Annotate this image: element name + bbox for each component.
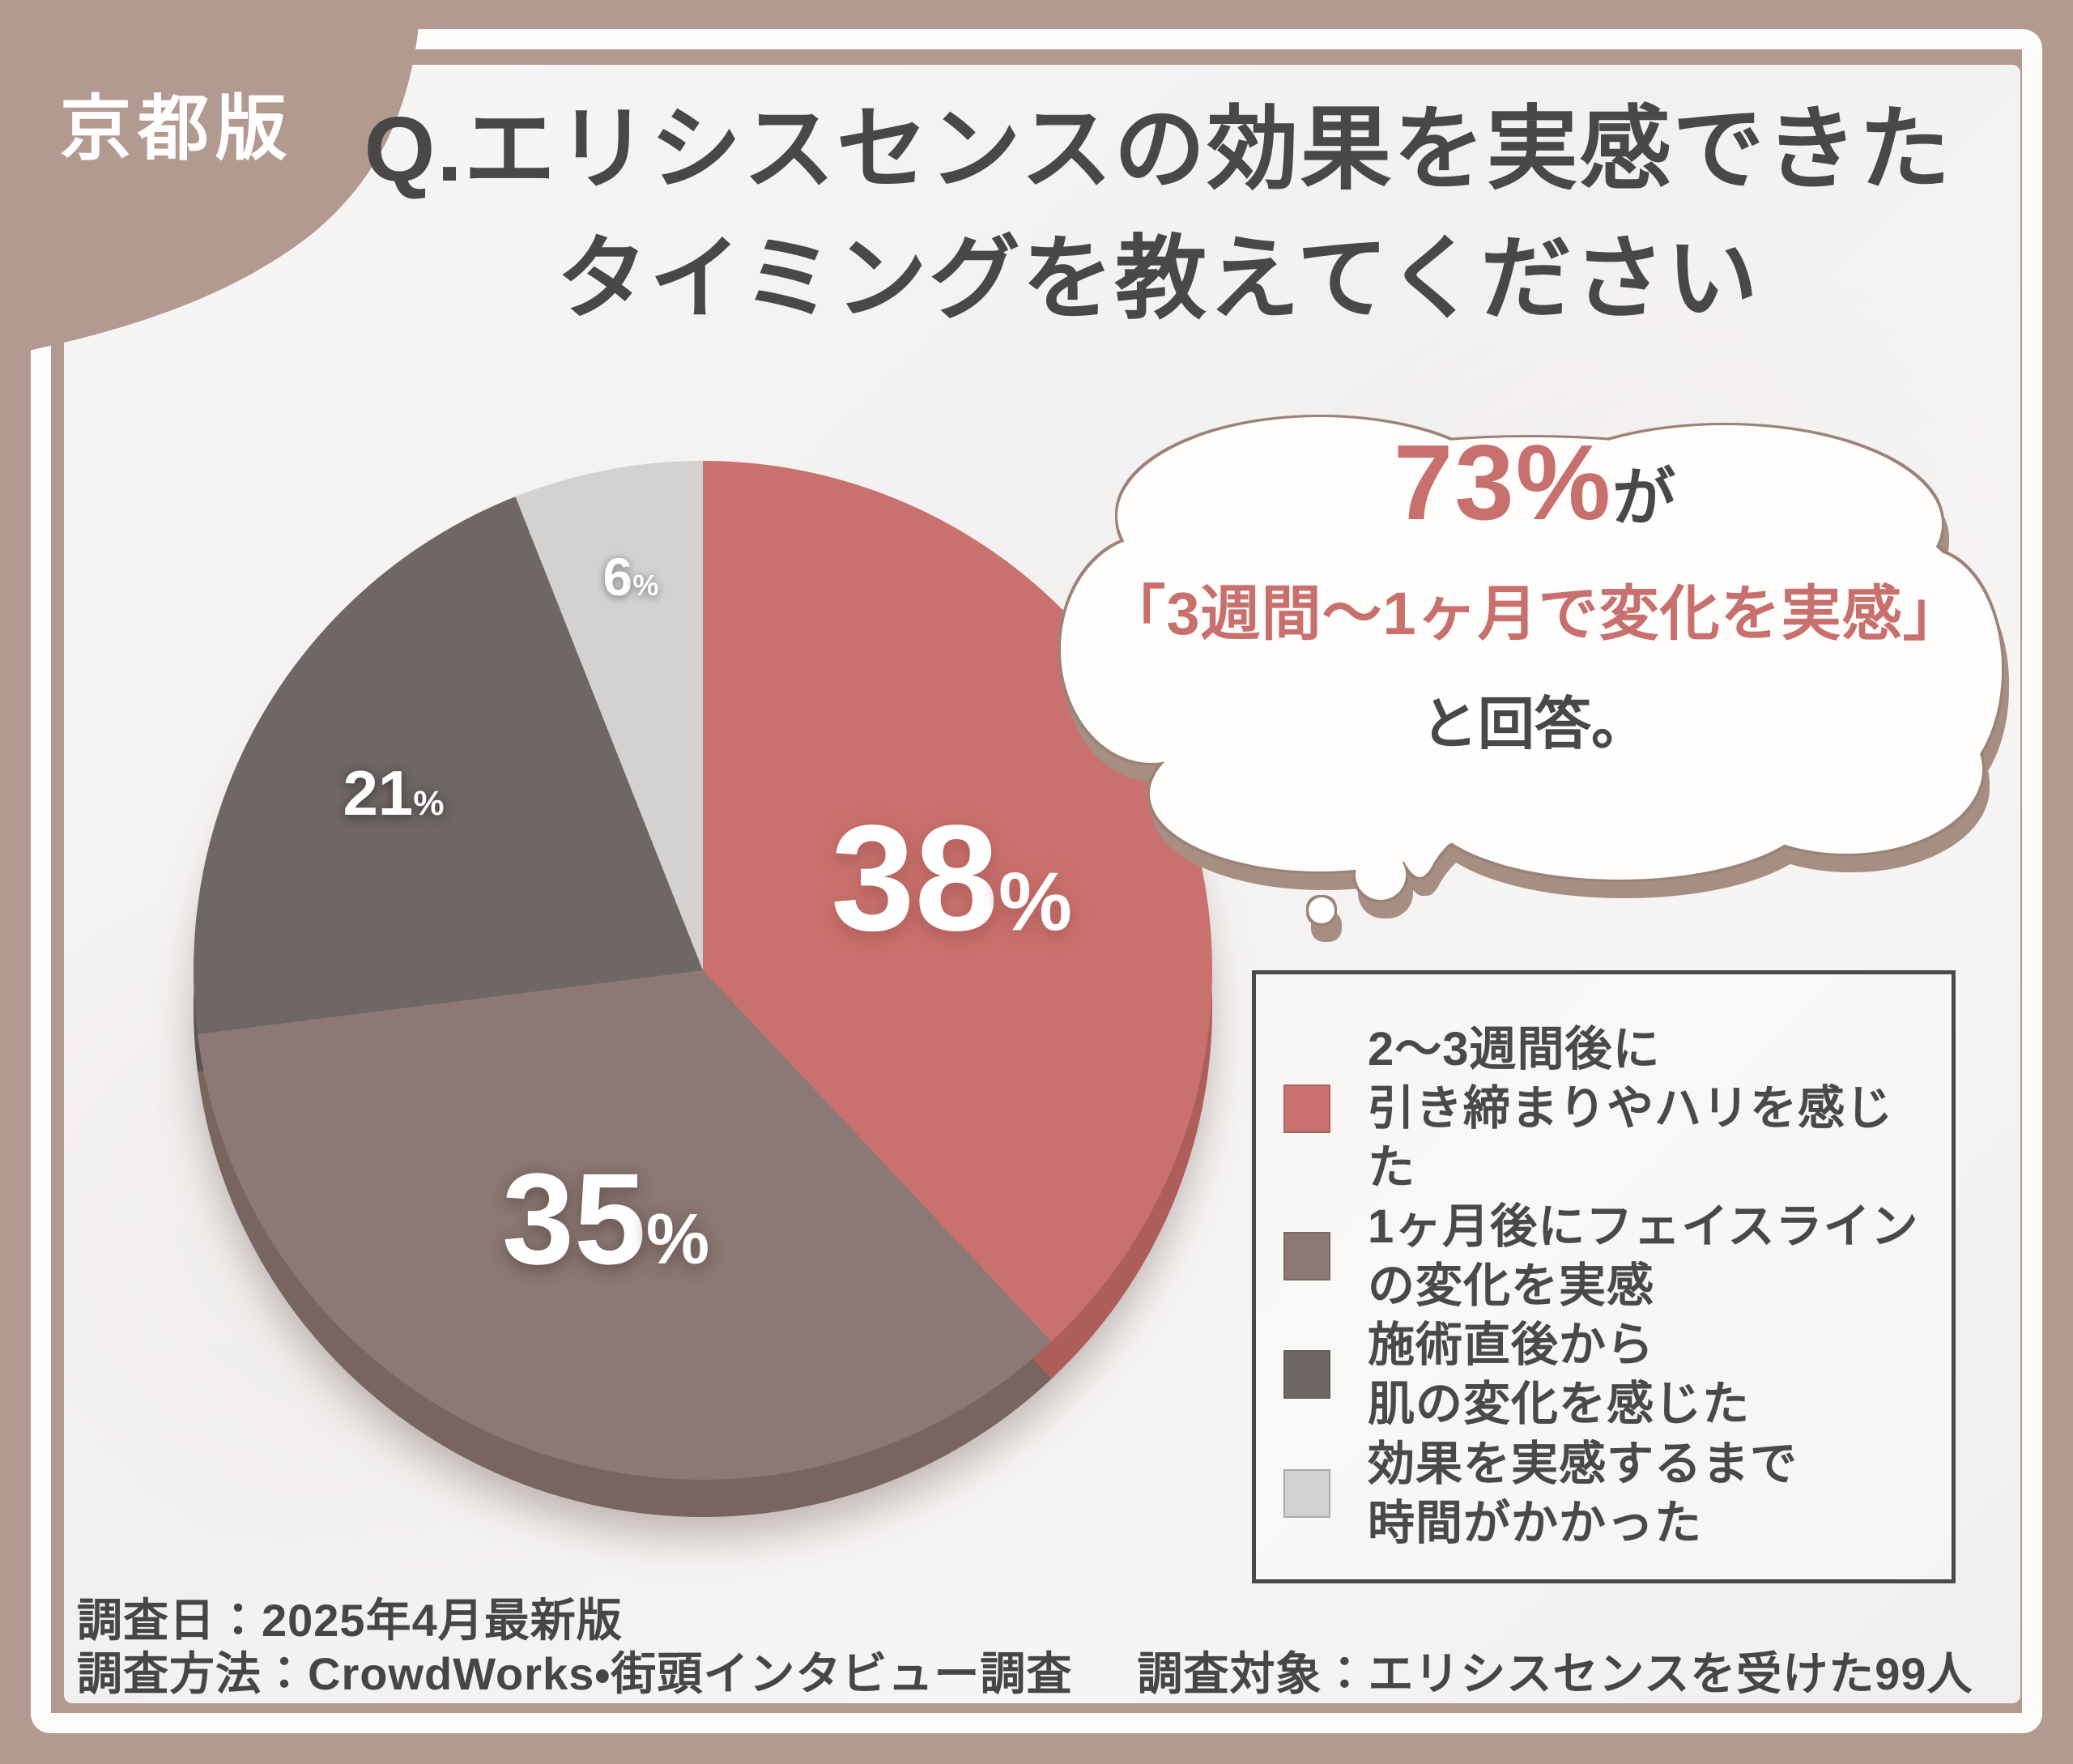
legend-swatch-red [1283, 1084, 1330, 1133]
pie-label-6: 6% [602, 547, 659, 607]
page-title: Q.エリシスセンスの効果を実感できた タイミングを教えてください [300, 84, 2016, 344]
legend-item-4: 効果を実感するまで 時間がかかった [1283, 1434, 1927, 1553]
legend-item-1: 2〜3週間後に 引き締まりやハリを感じた [1283, 1020, 1927, 1197]
legend-label-3: 施術直後から 肌の変化を感じた [1368, 1319, 1751, 1431]
bubble-line1: 73%が [1061, 421, 2008, 543]
legend-item-2: 1ヶ月後にフェイスライン の変化を実感 [1283, 1197, 1927, 1315]
survey-method: 調査方法：CrowdWorks・街頭インタビュー調査 [77, 1648, 1073, 1700]
bubble-highlight: 73% [1393, 423, 1613, 542]
bubble-line2: 「3週間〜1ヶ月で変化を実感」 [1105, 580, 1964, 647]
survey-meta: 調査日：2025年4月最新版 調査方法：CrowdWorks・街頭インタビュー調… [77, 1594, 1973, 1701]
pie-surface [194, 461, 1212, 1480]
legend-label-4: 効果を実感するまで 時間がかかった [1368, 1437, 1798, 1549]
legend-label-1: 2〜3週間後に 引き締まりやハリを感じた [1368, 1023, 1894, 1195]
thought-bubble-shape [1061, 417, 2002, 923]
legend-item-3: 施術直後から 肌の変化を感じた [1283, 1315, 1927, 1434]
legend-swatch-lightgray [1283, 1468, 1330, 1518]
region-badge: 京都版 [59, 88, 293, 168]
survey-date: 調査日：2025年4月最新版 [77, 1595, 623, 1646]
survey-method-target: 調査方法：CrowdWorks・街頭インタビュー調査 調査対象：エリシスセンスを受… [77, 1647, 1973, 1701]
legend-swatch-brown [1283, 1232, 1330, 1281]
pie-label-38: 38% [831, 795, 1072, 962]
legend-swatch-darkgray [1283, 1350, 1330, 1400]
bubble-line3: と回答。 [1421, 692, 1648, 756]
pie-label-21: 21% [343, 757, 445, 829]
chart-legend: 2〜3週間後に 引き締まりやハリを感じた 1ヶ月後にフェイスライン の変化を実感… [1252, 970, 1956, 1583]
pie-chart [194, 461, 1212, 1517]
corner-blob-shape [0, 0, 421, 356]
survey-target: 調査対象：エリシスセンスを受けた99人 [1137, 1648, 1973, 1700]
title-line2: タイミングを教えてください [556, 228, 1760, 330]
bubble-suffix: が [1612, 462, 1676, 533]
pie-label-35: 35% [501, 1146, 710, 1291]
legend-label-2: 1ヶ月後にフェイスライン の変化を実感 [1368, 1200, 1919, 1313]
title-line1: Q.エリシスセンスの効果を実感できた [364, 98, 1952, 200]
